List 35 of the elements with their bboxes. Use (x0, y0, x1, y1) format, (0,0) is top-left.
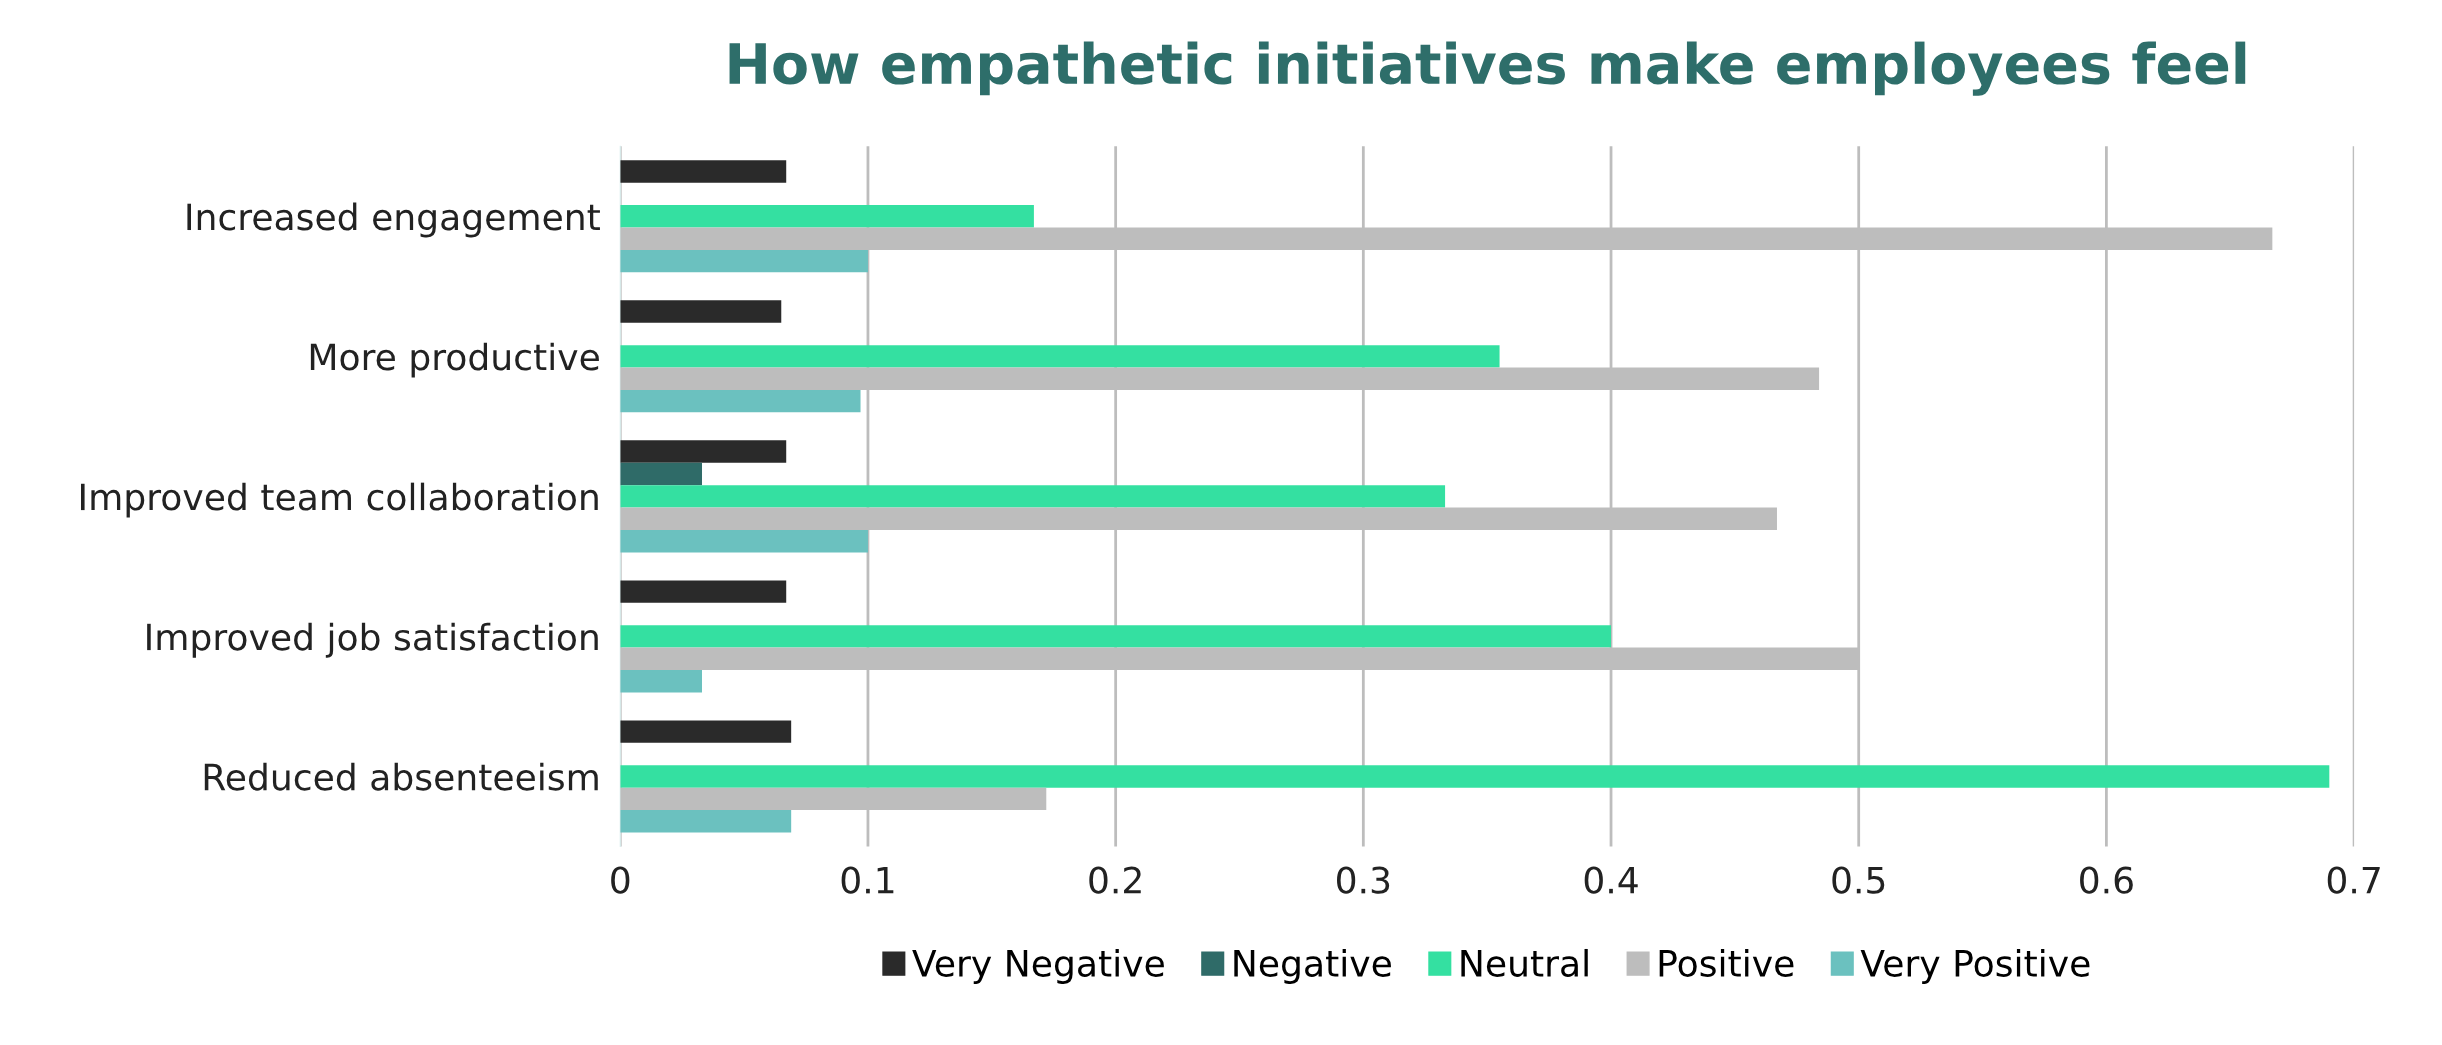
y-tick-label: Reduced absenteeism (204, 762, 598, 791)
chart-title: How empathetic initiatives make employees feel (729, 41, 2246, 96)
bar (620, 720, 792, 743)
bar (620, 810, 792, 833)
bar (620, 462, 703, 486)
bar (620, 300, 782, 323)
bar (620, 625, 1612, 648)
bar (620, 249, 868, 273)
y-tick-label: More productive (310, 342, 599, 378)
legend-label: Negative (1234, 948, 1391, 984)
legend-label: Neutral (1461, 948, 1588, 977)
y-tick-label: Improved team collaboration (81, 482, 598, 518)
bar (620, 389, 861, 413)
legend-label: Very Positive (1860, 948, 2090, 984)
x-tick-label: 0.2 (1089, 866, 1141, 894)
bar (620, 670, 703, 693)
bar (620, 580, 787, 603)
x-tick-label: 0.6 (2080, 866, 2133, 894)
x-tick-label: 0 (611, 866, 630, 894)
bar (620, 529, 868, 553)
bar (620, 160, 787, 183)
x-tick-label: 0.5 (1832, 866, 1885, 894)
bar (620, 345, 1500, 368)
bar (620, 440, 787, 463)
y-tick-label: Increased engagement (187, 202, 600, 238)
legend-label: Positive (1659, 948, 1794, 977)
bar (620, 765, 2330, 788)
legend-label: Very Negative (912, 948, 1164, 984)
x-tick-label: 0.7 (2327, 866, 2380, 894)
bar (620, 205, 1034, 228)
x-tick-label: 0.4 (1584, 866, 1638, 894)
y-tick-label: Improved job satisfaction (147, 622, 598, 658)
x-tick-label: 0.1 (841, 866, 894, 894)
x-tick-label: 0.3 (1337, 866, 1390, 894)
bar (620, 485, 1446, 508)
